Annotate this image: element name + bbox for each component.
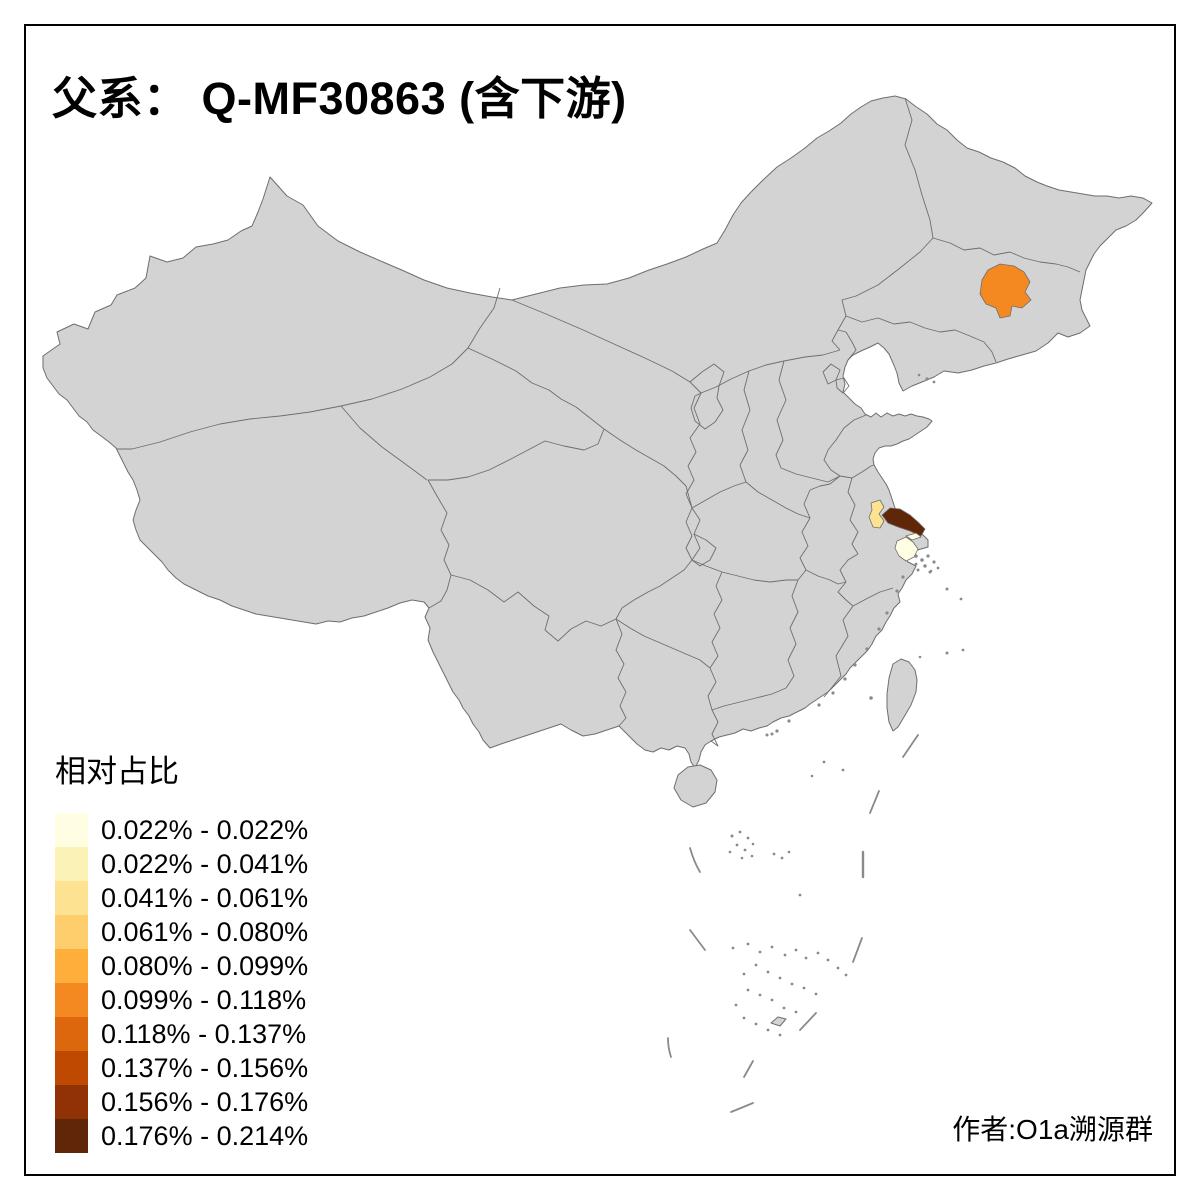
legend-swatch [55,1085,88,1119]
legend-row: 0.041% - 0.061% [55,881,308,915]
page-title: 父系： Q-MF30863 (含下游) [52,73,627,124]
small-islands [728,373,965,1037]
mainland-outline [42,95,1153,769]
legend-swatch [55,915,88,949]
legend-row: 0.099% - 0.118% [55,983,308,1017]
legend-label: 0.176% - 0.214% [101,1120,309,1151]
legend-swatch [55,1017,88,1051]
region-northeast-jilin [979,263,1032,319]
attribution-text: 作者:O1a溯源群 [952,1114,1153,1145]
legend-label: 0.156% - 0.176% [101,1086,309,1117]
legend-row: 0.080% - 0.099% [55,949,308,983]
legend-row: 0.176% - 0.214% [55,1119,308,1153]
legend-row: 0.156% - 0.176% [55,1085,308,1119]
legend-swatch [55,1051,88,1085]
legend-swatch [55,881,88,915]
legend-swatch [55,1119,88,1153]
legend-label: 0.118% - 0.137% [101,1018,307,1049]
land-layer [42,95,1153,1027]
legend: 相对占比 0.022% - 0.022% 0.022% - 0.041% 0.041… [55,746,308,1153]
legend-row: 0.061% - 0.080% [55,915,308,949]
region-delta-northwest [868,499,885,529]
legend-row: 0.022% - 0.022% [55,813,308,847]
legend-row: 0.118% - 0.137% [55,1017,308,1051]
region-estuary-island [905,532,922,541]
legend-row: 0.022% - 0.041% [55,847,308,881]
legend-label: 0.041% - 0.061% [101,882,309,913]
legend-label: 0.137% - 0.156% [101,1052,309,1083]
region-delta-south-bank [894,536,919,562]
sea-dash-lines [667,734,919,1113]
legend-label: 0.080% - 0.099% [101,950,309,981]
legend-swatch [55,949,88,983]
legend-label: 0.022% - 0.041% [101,848,309,879]
legend-label: 0.061% - 0.080% [101,916,309,947]
hainan-island [673,764,718,808]
legend-swatch [55,983,88,1017]
legend-rows: 0.022% - 0.022% 0.022% - 0.041% 0.041% - 0… [55,813,308,1153]
legend-label: 0.022% - 0.022% [101,814,309,845]
legend-label: 0.099% - 0.118% [101,984,307,1015]
province-borders [117,97,1081,747]
legend-title: 相对占比 [55,754,179,789]
south-sea-islet [770,1016,787,1027]
legend-swatch [55,813,88,847]
legend-row: 0.137% - 0.156% [55,1051,308,1085]
taiwan-island [886,658,918,732]
region-delta-north-bank [881,507,926,537]
legend-swatch [55,847,88,881]
colored-regions [868,263,1032,562]
